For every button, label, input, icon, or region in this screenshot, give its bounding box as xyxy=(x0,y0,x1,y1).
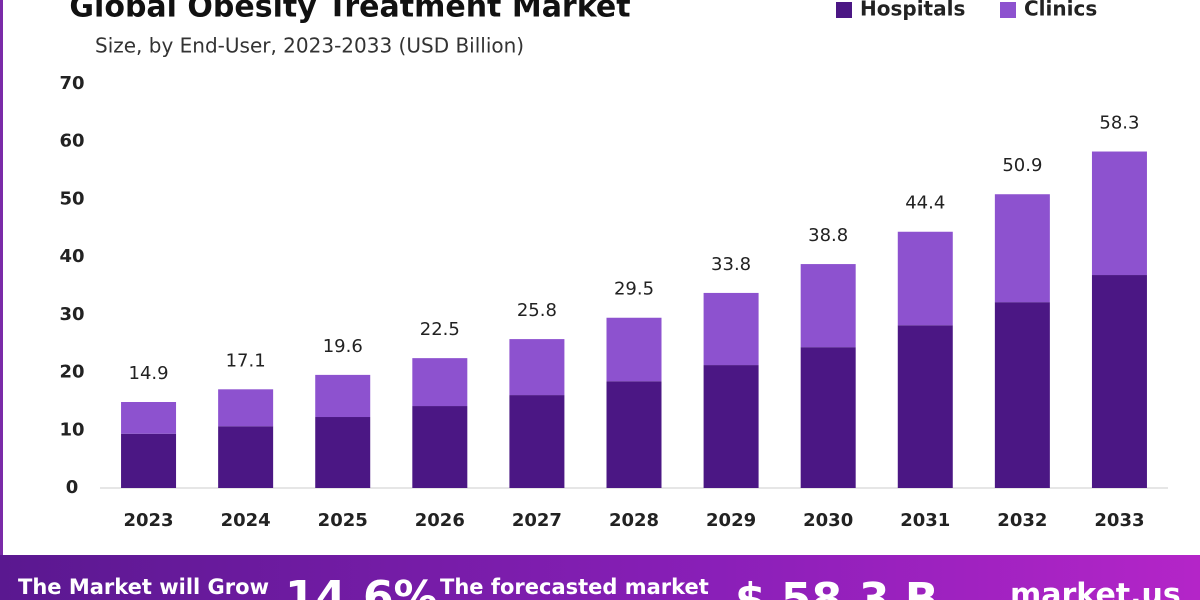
x-tick-label: 2032 xyxy=(997,510,1047,531)
x-tick-label: 2025 xyxy=(318,510,368,531)
banner-growth-label: The Market will Grow xyxy=(18,575,269,599)
total-label: 17.1 xyxy=(226,350,266,371)
x-tick-label: 2023 xyxy=(123,510,173,531)
bar-segment xyxy=(121,433,177,488)
total-label: 25.8 xyxy=(517,300,557,321)
y-tick-label: 40 xyxy=(59,246,84,267)
bar-segment xyxy=(1091,151,1147,276)
bar-segment xyxy=(509,339,565,396)
bar-segment xyxy=(412,406,468,488)
bar-segment xyxy=(606,317,662,382)
total-label: 19.6 xyxy=(323,336,363,357)
x-tick-label: 2029 xyxy=(706,510,756,531)
banner-forecast-value: $ 58.3 B xyxy=(735,574,938,600)
legend-label: Clinics xyxy=(1024,0,1097,21)
bar-segment xyxy=(121,402,177,434)
legend-swatch xyxy=(836,2,852,18)
y-tick-label: 30 xyxy=(59,304,84,325)
y-tick-label: 0 xyxy=(66,477,79,498)
bar-segment xyxy=(897,325,953,488)
y-tick-label: 50 xyxy=(59,188,84,209)
total-label: 50.9 xyxy=(1002,155,1042,176)
bar-segment xyxy=(800,347,856,488)
bar-segment xyxy=(994,194,1050,303)
x-tick-label: 2026 xyxy=(415,510,465,531)
bar-segment xyxy=(994,302,1050,488)
total-label: 58.3 xyxy=(1099,113,1139,134)
banner-forecast-label: The forecasted market xyxy=(440,575,709,599)
x-tick-label: 2033 xyxy=(1094,510,1144,531)
y-tick-label: 70 xyxy=(59,73,84,94)
bar-segment xyxy=(1091,275,1147,488)
x-tick-label: 2031 xyxy=(900,510,950,531)
banner-cagr: 14.6% xyxy=(285,572,438,600)
legend-swatch xyxy=(1000,2,1016,18)
y-tick-label: 20 xyxy=(59,362,84,383)
total-label: 14.9 xyxy=(129,363,169,384)
banner-bg xyxy=(0,555,1200,600)
total-label: 22.5 xyxy=(420,319,460,340)
total-label: 33.8 xyxy=(711,254,751,275)
chart-title: Global Obesity Treatment Market xyxy=(69,0,630,25)
chart-subtitle: Size, by End-User, 2023-2033 (USD Billio… xyxy=(95,34,524,58)
bar-segment xyxy=(315,417,371,488)
y-tick-label: 60 xyxy=(59,131,84,152)
bar-segment xyxy=(800,264,856,348)
bar-segment xyxy=(897,231,953,326)
banner: The Market will Grow 14.6% The forecaste… xyxy=(0,555,1200,600)
y-tick-label: 10 xyxy=(59,419,84,440)
legend-label: Hospitals xyxy=(860,0,965,21)
edge xyxy=(0,0,3,555)
bar-segment xyxy=(606,381,662,488)
x-tick-label: 2024 xyxy=(221,510,271,531)
x-tick-label: 2027 xyxy=(512,510,562,531)
bar-segment xyxy=(218,426,274,488)
bar-segment xyxy=(703,292,759,366)
bar-segment xyxy=(218,389,274,427)
bar-segment xyxy=(412,358,468,407)
total-label: 38.8 xyxy=(808,225,848,246)
total-label: 44.4 xyxy=(905,193,945,214)
banner-brand: market.us xyxy=(1010,578,1181,600)
bar-segment xyxy=(315,374,371,418)
total-label: 29.5 xyxy=(614,279,654,300)
x-tick-label: 2030 xyxy=(803,510,853,531)
bar-segment xyxy=(509,395,565,488)
bar-segment xyxy=(703,365,759,488)
x-tick-label: 2028 xyxy=(609,510,659,531)
